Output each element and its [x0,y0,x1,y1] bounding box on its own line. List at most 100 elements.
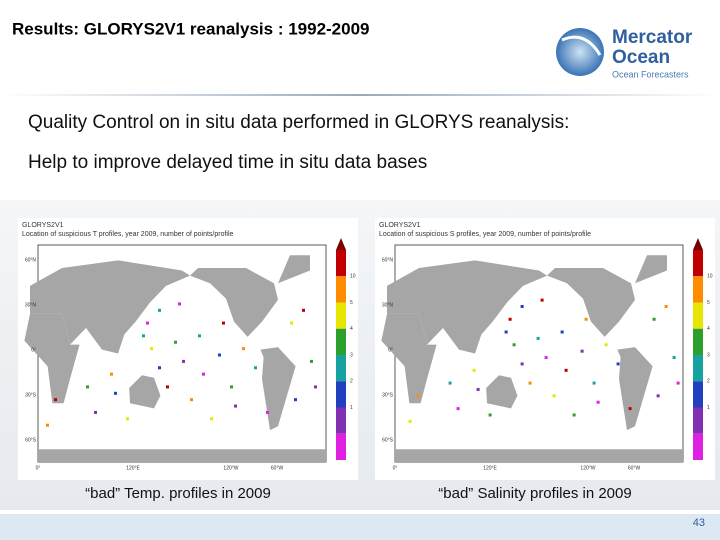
profile-dot [114,391,117,395]
colorbar-segment [336,407,346,434]
profile-dot [94,410,97,414]
profile-dot [234,404,237,408]
profile-dot [676,381,680,385]
lat-label: 30°N [382,302,394,308]
lon-label: 120°W [223,465,238,471]
profile-dot [158,366,161,370]
lon-label: 120°W [580,465,595,471]
figure-subtitle: Location of suspicious T profiles, year … [22,231,234,238]
colorbar-label: 5 [350,300,353,306]
logo-globe [556,28,604,76]
logo-text: Mercator [612,27,693,48]
profile-dot [290,321,293,325]
profile-dot [512,343,516,347]
colorbar-tip [336,238,346,250]
profile-dot [604,343,608,347]
lat-label: 30°S [25,392,37,398]
colorbar-label: 1 [707,405,710,411]
profile-dot [528,381,532,385]
profile-dot [520,362,524,366]
profile-dot [242,347,245,351]
profile-dot [416,394,420,398]
land [190,267,296,431]
profile-dot [266,410,269,414]
land [278,255,310,284]
profile-dot [584,317,588,321]
figure-caption: “bad” Salinity profiles in 2009 [438,485,631,502]
colorbar-segment [336,328,346,355]
figure-name: GLORYS2V1 [22,222,64,229]
slide-title: Results: GLORYS2V1 reanalysis : 1992-200… [12,19,370,38]
profile-dot [254,366,257,370]
colorbar-label: 10 [350,274,356,280]
profile-dot [408,419,412,423]
profile-dot [592,381,596,385]
profile-dot [580,349,584,353]
figure: GLORYS2V1 Location of suspicious S profil… [375,218,715,502]
land [38,449,326,462]
colorbar-segment [693,433,703,460]
profile-dot [456,407,460,411]
colorbar-segment [336,381,346,408]
lon-label: 60°W [628,465,641,471]
profile-dot [552,394,556,398]
profile-dot [448,381,452,385]
profile-dot [46,423,49,427]
colorbar-segment [693,355,703,382]
lon-label: 0° [393,465,398,471]
body-text: Help to improve delayed time in situ dat… [28,152,427,173]
profile-dot [476,387,480,391]
colorbar-label: 2 [707,379,710,385]
logo-swoosh [561,35,602,56]
lat-label: 30°S [382,392,394,398]
land [129,375,161,409]
profile-dot [222,321,225,325]
colorbar-label: 4 [707,326,710,332]
profile-dot [310,359,313,363]
lat-label: 0° [388,347,393,353]
profile-dot [54,398,57,402]
profile-dot [504,330,508,334]
page-number: 43 [693,517,705,529]
land [24,313,80,404]
land [381,313,437,404]
profile-dot [210,417,213,421]
land [486,375,518,409]
profile-dot [488,413,492,417]
profile-dot [540,298,544,302]
colorbar-label: 3 [707,352,710,358]
logo-text: Ocean [612,47,670,68]
profile-dot [294,398,297,402]
profile-dot [218,353,221,357]
profile-dot [472,368,476,372]
lat-label: 60°N [25,257,37,263]
profile-dot [508,317,512,321]
profile-dot [672,356,676,360]
profile-dot [202,372,205,376]
colorbar-segment [336,302,346,329]
profile-dot [126,417,129,421]
profile-dot [198,334,201,338]
footer-bar [0,514,720,540]
profile-dot [664,304,668,308]
profile-dot [596,400,600,404]
colorbar-segment [693,302,703,329]
figure-caption: “bad” Temp. profiles in 2009 [85,485,271,502]
lat-label: 60°S [382,437,394,443]
lon-label: 0° [36,465,41,471]
lat-label: 60°S [25,437,37,443]
profile-dot [314,385,317,389]
colorbar-segment [336,250,346,277]
colorbar-label: 3 [350,352,353,358]
lon-label: 120°E [126,465,140,471]
land [395,449,683,462]
land [635,255,667,284]
colorbar-segment [693,381,703,408]
lat-label: 60°N [382,257,394,263]
profile-dot [560,330,564,334]
profile-dot [178,302,181,306]
land [387,260,547,354]
figure-name: GLORYS2V1 [379,222,421,229]
profile-dot [86,385,89,389]
